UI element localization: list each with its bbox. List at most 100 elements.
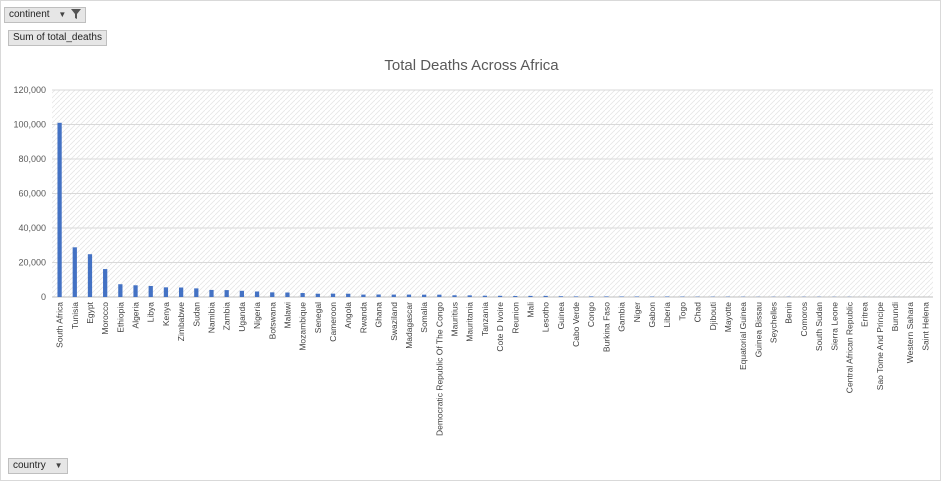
x-tick-label: Algeria	[131, 302, 141, 329]
x-tick-label: Eritrea	[860, 302, 870, 327]
bar	[330, 293, 336, 297]
x-tick-label: Gabon	[647, 302, 657, 328]
bar	[254, 291, 260, 297]
bar	[178, 287, 184, 297]
x-tick-label: Western Sahara	[905, 302, 915, 364]
bar	[57, 122, 62, 298]
x-tick-label: Comoros	[799, 302, 809, 336]
x-tick-label: Seychelles	[769, 302, 779, 343]
x-tick-label: Tanzania	[480, 302, 490, 336]
x-tick-label: Ghana	[374, 302, 384, 328]
values-field-button[interactable]: Sum of total_deaths	[8, 30, 107, 46]
y-tick-label: 100,000	[13, 120, 46, 130]
x-tick-label: Sudan	[191, 302, 201, 327]
bar	[148, 285, 153, 297]
x-tick-label: South Africa	[55, 302, 65, 348]
bar	[300, 293, 305, 297]
bar	[558, 296, 563, 297]
bar	[133, 285, 138, 297]
x-tick-label: Zimbabwe	[176, 302, 186, 341]
x-tick-label: Sierra Leone	[829, 302, 839, 351]
x-tick-label: Madagascar	[404, 302, 414, 349]
bar	[376, 294, 381, 297]
bar	[467, 295, 472, 297]
country-axis-field-label: country	[13, 460, 46, 471]
bar	[497, 295, 503, 297]
x-tick-label: Namibia	[206, 302, 216, 333]
continent-filter-button[interactable]: continent ▼	[4, 7, 87, 23]
bar	[589, 296, 594, 297]
bar	[361, 294, 366, 297]
bar	[422, 294, 427, 297]
filter-funnel-icon	[71, 9, 82, 20]
bar	[452, 295, 457, 297]
x-tick-label: Sao Tome And Principe	[875, 302, 885, 390]
x-tick-label: Egypt	[85, 301, 95, 323]
y-tick-label: 40,000	[18, 223, 46, 233]
bar	[163, 287, 169, 297]
x-tick-label: Mayotte	[723, 302, 733, 333]
x-tick-label: Burkina Faso	[601, 302, 611, 352]
x-tick-label: Cameroon	[328, 302, 338, 342]
bar	[224, 290, 229, 297]
x-tick-label: Nigeria	[252, 302, 262, 329]
x-tick-label: Chad	[693, 302, 703, 323]
y-axis-ticks: 0 20,000 40,000 60,000 80,000 100,000 120,000	[13, 85, 46, 302]
x-tick-label: Guinea	[556, 302, 566, 330]
y-tick-label: 0	[41, 292, 46, 302]
x-tick-label: Democratic Republic Of The Congo	[434, 302, 444, 436]
x-tick-label: Congo	[586, 302, 596, 327]
x-tick-label: Togo	[677, 302, 687, 321]
bar	[315, 293, 320, 297]
x-tick-label: Libya	[146, 302, 156, 323]
chart-title: Total Deaths Across Africa	[384, 57, 559, 74]
bar	[87, 254, 93, 297]
x-tick-label: Equatorial Guinea	[738, 302, 748, 370]
bars	[57, 122, 898, 298]
x-tick-label: Malawi	[282, 302, 292, 329]
country-axis-field-button[interactable]: country ▼	[8, 458, 68, 474]
bar	[285, 292, 290, 297]
x-tick-label: Uganda	[237, 302, 247, 332]
gridlines	[52, 89, 933, 298]
values-field-label: Sum of total_deaths	[13, 32, 102, 43]
y-tick-label: 80,000	[18, 154, 46, 164]
y-tick-label: 60,000	[18, 189, 46, 199]
x-tick-label: Ethiopia	[115, 302, 125, 333]
x-tick-label: Cote D Ivoire	[495, 302, 505, 352]
bar	[619, 296, 624, 297]
continent-filter-label: continent	[9, 9, 50, 20]
x-tick-label: South Sudan	[814, 302, 824, 351]
x-tick-label: Botswana	[267, 302, 277, 340]
bar	[437, 294, 442, 297]
x-tick-label: Lesotho	[541, 302, 551, 333]
bar	[194, 288, 199, 297]
y-tick-label: 120,000	[13, 85, 46, 95]
x-tick-label: Saint Helena	[920, 302, 930, 351]
bar	[528, 295, 533, 297]
bar	[604, 296, 609, 297]
x-tick-label: Burundi	[890, 302, 900, 331]
x-axis-labels: South Africa Tunisia Egypt Morocco Ethiopia A…	[55, 301, 931, 436]
x-tick-label: Djibouti	[708, 302, 718, 330]
x-tick-label: Morocco	[100, 302, 110, 335]
x-tick-label: Mauritania	[465, 302, 475, 342]
x-tick-label: Rwanda	[358, 302, 368, 333]
x-tick-label: Zambia	[222, 302, 232, 331]
bar	[391, 294, 396, 297]
bar	[103, 269, 108, 297]
bar	[209, 289, 214, 297]
x-tick-label: Guinea Bissau	[753, 302, 763, 358]
x-tick-label: Angola	[343, 302, 353, 329]
x-tick-label: Tunisia	[70, 302, 80, 329]
x-tick-label: Central African Republic	[844, 301, 854, 393]
x-tick-label: Mali	[525, 302, 535, 318]
bar	[573, 296, 579, 297]
bar	[406, 294, 412, 297]
bar	[270, 292, 275, 297]
x-tick-label: Cabo Verde	[571, 302, 581, 347]
bar	[543, 295, 548, 297]
x-tick-label: Mozambique	[298, 302, 308, 351]
